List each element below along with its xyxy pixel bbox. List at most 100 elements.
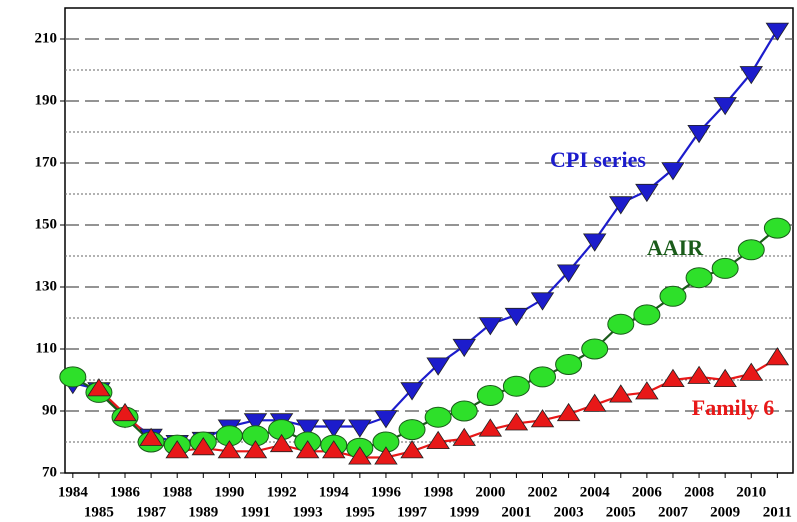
point <box>426 430 450 450</box>
point <box>139 427 163 446</box>
x-tick-label: 1995 <box>345 504 375 520</box>
point <box>348 446 372 465</box>
point <box>374 446 398 465</box>
point <box>687 125 711 144</box>
x-tick-label: 1998 <box>423 484 453 500</box>
y-tick-label: 90 <box>42 402 57 418</box>
point <box>737 239 765 261</box>
plot-frame <box>64 7 794 474</box>
x-tick-label: 1990 <box>214 484 244 500</box>
x-tick-label: 1987 <box>136 504 167 520</box>
point <box>243 440 268 459</box>
x-tick-label: 1996 <box>371 484 402 500</box>
point <box>426 357 450 376</box>
point <box>295 419 320 438</box>
y-tick-label: 70 <box>42 464 57 480</box>
y-tick-label: 130 <box>35 278 58 294</box>
point <box>374 410 398 429</box>
point <box>763 217 791 239</box>
point <box>269 433 294 453</box>
point <box>217 440 242 459</box>
point <box>478 317 503 336</box>
x-tick-label: 2010 <box>736 484 766 500</box>
point <box>713 368 737 388</box>
point <box>502 375 530 397</box>
point <box>661 368 685 388</box>
point <box>504 412 529 431</box>
point <box>711 257 739 279</box>
point <box>191 437 216 456</box>
point <box>322 419 346 438</box>
x-tick-label: 2002 <box>528 484 558 500</box>
point <box>87 378 111 397</box>
point <box>555 354 583 375</box>
point <box>635 183 659 203</box>
point <box>685 267 713 289</box>
point <box>633 304 661 326</box>
point <box>659 285 687 307</box>
y-tick-label: 210 <box>35 30 58 46</box>
point <box>398 419 426 441</box>
point <box>295 440 320 459</box>
x-tick-label: 2001 <box>501 504 531 520</box>
point <box>635 381 659 400</box>
point <box>165 440 189 459</box>
point <box>348 419 372 438</box>
x-tick-label: 2011 <box>763 504 792 520</box>
point <box>478 418 503 437</box>
series-label: CPI series <box>550 147 646 172</box>
point <box>581 338 609 360</box>
x-tick-label: 1999 <box>449 504 479 520</box>
point <box>450 400 478 422</box>
point <box>582 393 607 412</box>
point <box>424 406 452 428</box>
point <box>59 366 87 388</box>
point <box>556 264 581 283</box>
point <box>530 292 555 311</box>
point <box>582 233 607 252</box>
x-tick-label: 1997 <box>397 504 428 520</box>
x-tick-label: 1992 <box>267 484 297 500</box>
x-tick-label: 2009 <box>710 504 740 520</box>
point <box>765 22 790 41</box>
y-tick-label: 110 <box>35 340 57 356</box>
x-tick-label: 2000 <box>475 484 505 500</box>
x-tick-label: 1989 <box>188 504 218 520</box>
point <box>556 402 581 422</box>
point <box>400 382 424 401</box>
point <box>243 413 268 432</box>
point <box>400 440 424 459</box>
y-tick-label: 150 <box>35 216 58 232</box>
x-tick-label: 2006 <box>632 484 663 500</box>
x-tick-label: 2008 <box>684 484 714 500</box>
y-tick-label: 190 <box>35 92 58 108</box>
point <box>661 162 685 181</box>
x-tick-label: 2004 <box>580 484 611 500</box>
series-label: AAIR <box>647 235 704 260</box>
point <box>113 402 137 422</box>
x-tick-label: 2005 <box>606 504 636 520</box>
point <box>739 66 763 85</box>
point <box>322 440 346 459</box>
x-tick-label: 1986 <box>110 484 141 500</box>
point <box>452 338 476 358</box>
x-tick-label: 1993 <box>293 504 323 520</box>
y-tick-label: 170 <box>35 154 58 170</box>
point <box>609 196 633 215</box>
x-tick-label: 1991 <box>240 504 270 520</box>
x-tick-label: 1984 <box>58 484 89 500</box>
point <box>530 409 555 428</box>
point <box>452 427 476 446</box>
point <box>504 307 529 327</box>
point <box>609 384 633 403</box>
point <box>476 385 504 406</box>
x-tick-label: 2003 <box>554 504 584 520</box>
point <box>607 313 635 335</box>
point <box>765 347 790 366</box>
series-label: Family 6 <box>692 395 775 420</box>
point <box>713 97 737 116</box>
point <box>529 366 557 388</box>
point <box>739 362 763 381</box>
point <box>687 365 711 384</box>
